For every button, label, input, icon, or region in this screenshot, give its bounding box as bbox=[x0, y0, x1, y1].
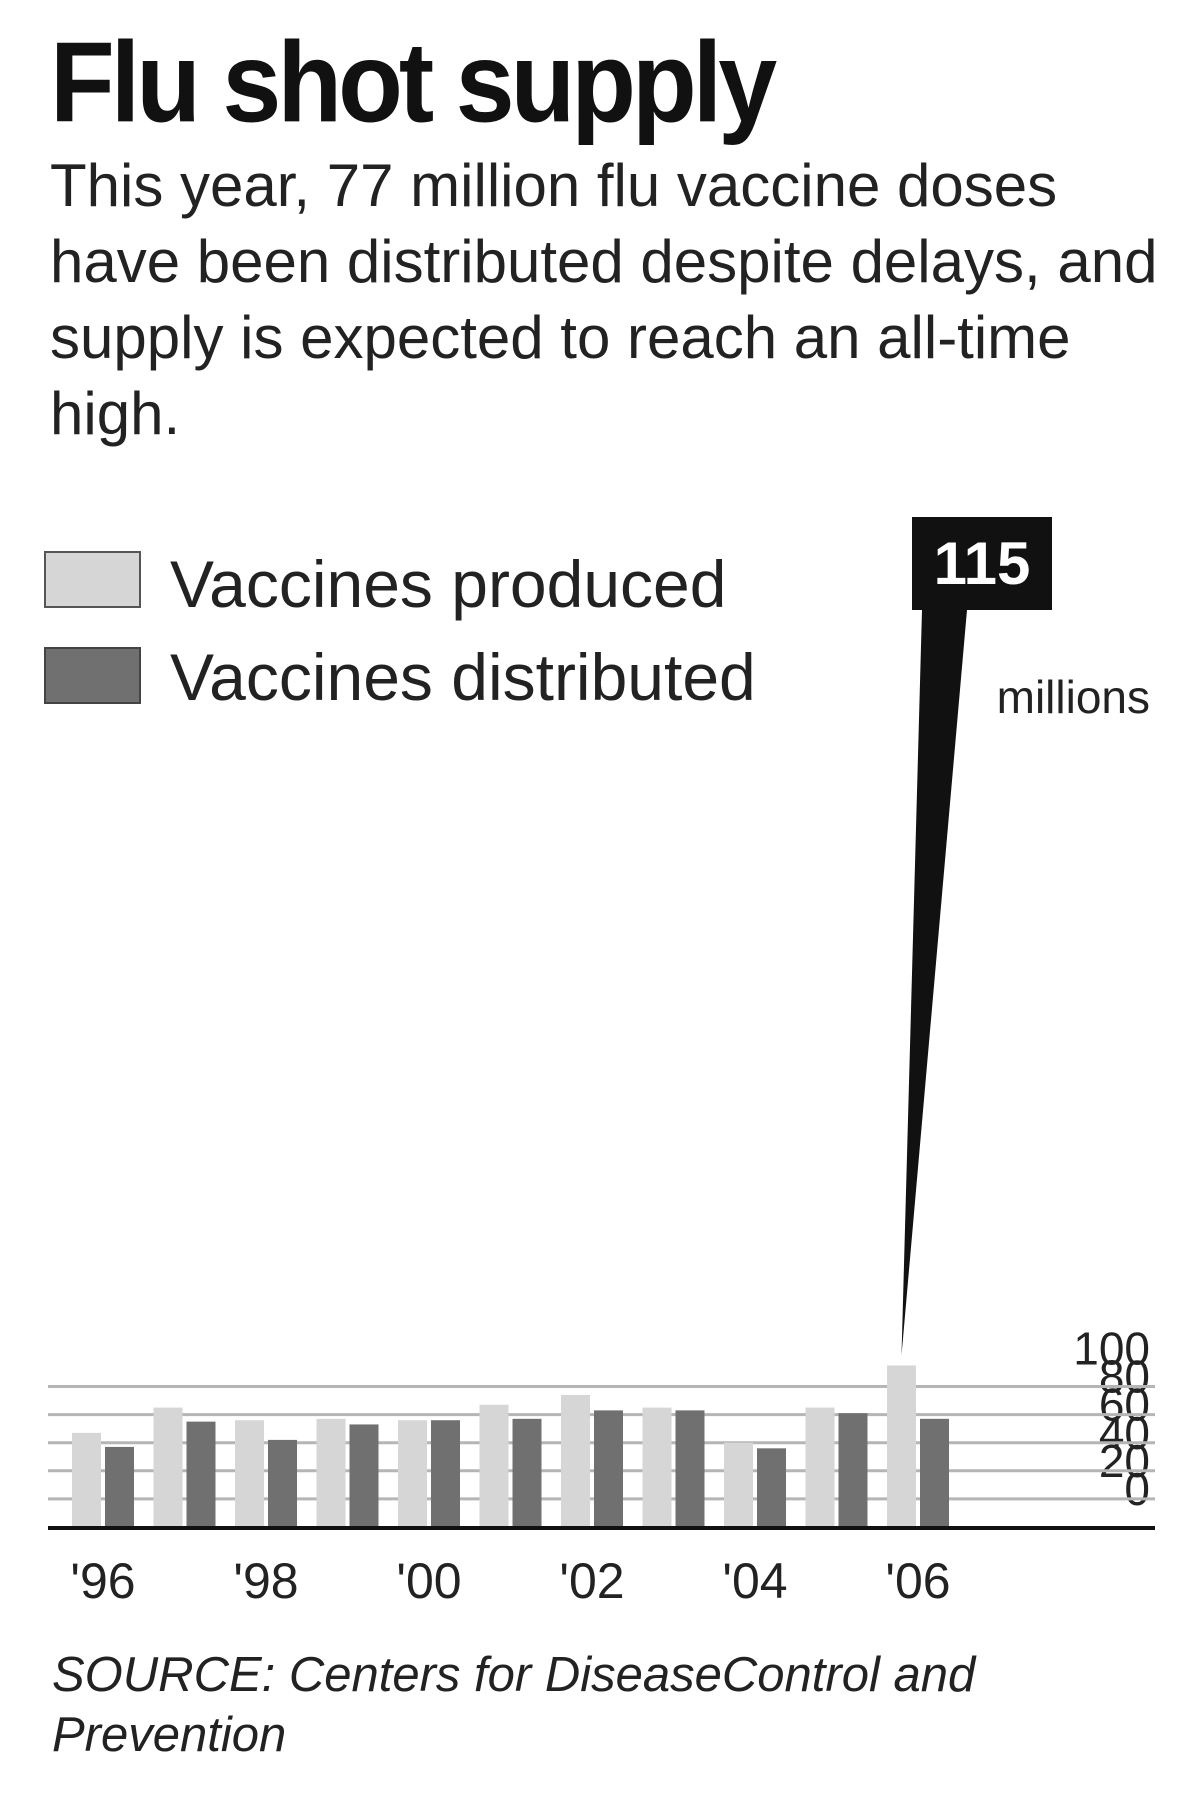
x-tick-label: '04 bbox=[722, 1553, 787, 1609]
y-unit-label: millions bbox=[997, 671, 1150, 723]
bar-produced bbox=[153, 1407, 183, 1527]
bar-produced bbox=[561, 1394, 590, 1527]
legend-swatch-produced bbox=[44, 551, 141, 608]
x-tick-label: '98 bbox=[233, 1553, 298, 1609]
bar-produced bbox=[887, 1365, 916, 1527]
source-note: SOURCE: Centers for DiseaseControl and P… bbox=[52, 1648, 976, 1762]
x-tick-label: '06 bbox=[885, 1553, 950, 1609]
bar-produced bbox=[316, 1418, 346, 1527]
bar-distributed bbox=[838, 1413, 868, 1527]
bar-distributed bbox=[268, 1439, 297, 1527]
legend: Vaccines produced Vaccines distributed bbox=[44, 547, 756, 714]
chart-subtitle: This year, 77 million flu vaccine doses … bbox=[50, 152, 1158, 447]
axes: '96 '98 '00 '02 '04 '06 bbox=[48, 1526, 1155, 1609]
bar-distributed bbox=[757, 1448, 786, 1527]
bar-produced bbox=[479, 1404, 509, 1527]
bar-produced bbox=[805, 1407, 835, 1527]
callout-value: 115 bbox=[934, 530, 1031, 597]
callout-pointer bbox=[901, 610, 967, 1356]
y-tick-label: 80 bbox=[1099, 1351, 1150, 1403]
bar-distributed bbox=[675, 1410, 705, 1527]
bar-distributed bbox=[920, 1418, 949, 1527]
bar-produced bbox=[398, 1420, 427, 1527]
callout: 115 bbox=[901, 517, 1052, 1356]
bar-distributed bbox=[186, 1421, 216, 1527]
bars bbox=[72, 1365, 949, 1527]
bar-produced bbox=[72, 1432, 101, 1527]
legend-label-distributed: Vaccines distributed bbox=[170, 640, 756, 714]
bar-produced bbox=[235, 1420, 264, 1527]
x-tick-label: '02 bbox=[559, 1553, 624, 1609]
legend-swatch-distributed bbox=[44, 647, 141, 704]
bar-produced bbox=[642, 1407, 672, 1527]
bar-distributed bbox=[431, 1420, 460, 1527]
legend-label-produced: Vaccines produced bbox=[170, 547, 726, 621]
bar-distributed bbox=[512, 1418, 542, 1527]
x-tick-label: '00 bbox=[396, 1553, 461, 1609]
bar-distributed bbox=[105, 1446, 134, 1527]
bar-distributed bbox=[349, 1424, 379, 1527]
y-tick-label: 100 bbox=[1073, 1323, 1150, 1375]
callout-box bbox=[912, 517, 1052, 610]
bar-produced bbox=[724, 1442, 753, 1527]
x-tick-label: '96 bbox=[70, 1553, 135, 1609]
bar-distributed bbox=[594, 1410, 623, 1527]
chart-title: Flu shot supply bbox=[50, 19, 777, 147]
